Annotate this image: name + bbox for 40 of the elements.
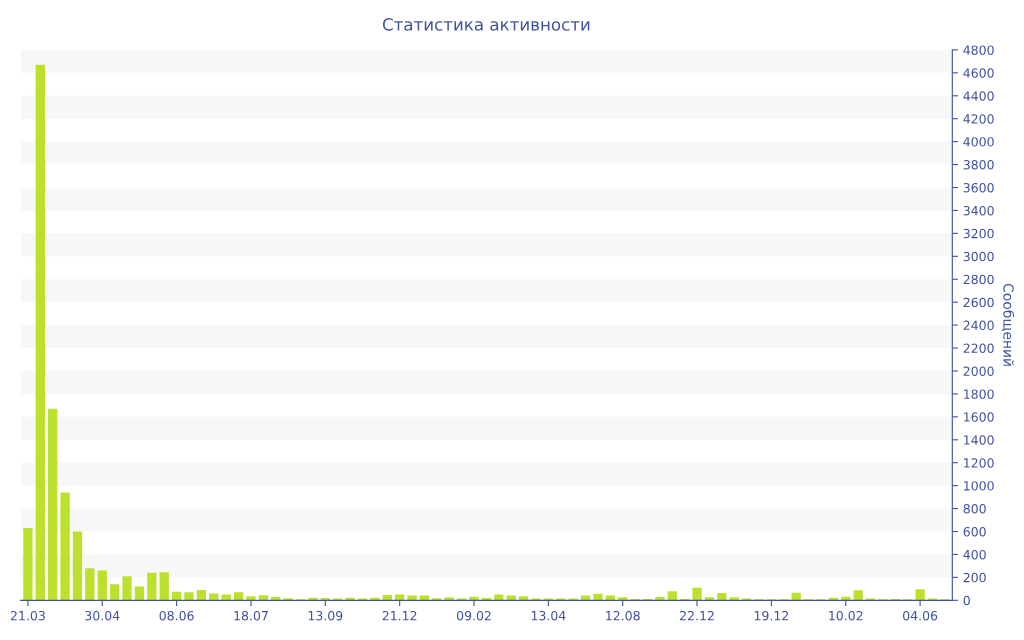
x-tick-label: 21.12 xyxy=(382,610,417,621)
y-tick-label: 3600 xyxy=(963,182,994,193)
y-tick-label: 1000 xyxy=(964,481,994,491)
y-tick-label: 3200 xyxy=(963,228,994,239)
y-tick-label: 1400 xyxy=(964,435,994,445)
y-tick-label: 4800 xyxy=(963,45,994,55)
x-tick-label: 21.03 xyxy=(10,610,45,621)
y-tick-label: 2400 xyxy=(963,320,994,331)
y-tick-label: 600 xyxy=(963,526,986,537)
x-tick-label: 08.06 xyxy=(159,610,194,621)
y-tick-label: 2600 xyxy=(963,297,994,308)
y-tick-label: 4600 xyxy=(963,68,994,78)
x-tick-label: 13.09 xyxy=(308,610,343,621)
y-tick-label: 2200 xyxy=(963,343,994,353)
x-tick-label: 18.07 xyxy=(234,610,268,621)
x-tick-label: 04.06 xyxy=(903,610,938,621)
chart-title: Статистика активности xyxy=(382,18,590,31)
x-tick-label: 19.12 xyxy=(754,610,789,621)
y-axis-title: Сообщений xyxy=(1001,283,1015,366)
x-tick-label: 10.02 xyxy=(829,610,863,621)
y-tick-label: 1200 xyxy=(964,458,994,468)
y-tick-label: 4000 xyxy=(963,137,994,147)
y-tick-label: 4400 xyxy=(963,91,994,101)
y-tick-label: 400 xyxy=(963,549,986,560)
y-tick-label: 0 xyxy=(963,595,970,606)
x-tick-label: 30.04 xyxy=(85,610,120,621)
y-tick-label: 200 xyxy=(963,572,986,583)
y-tick-label: 3800 xyxy=(963,160,994,170)
y-tick-label: 2800 xyxy=(963,274,994,285)
y-tick-label: 1800 xyxy=(964,389,994,399)
y-tick-label: 3400 xyxy=(963,205,994,216)
y-tick-label: 1600 xyxy=(964,412,994,422)
x-tick-label: 12.08 xyxy=(606,610,640,621)
x-tick-label: 13.04 xyxy=(531,610,566,621)
x-tick-label: 22.12 xyxy=(680,610,714,621)
y-tick-label: 3000 xyxy=(963,251,994,262)
y-tick-label: 2000 xyxy=(963,366,994,376)
y-tick-label: 4200 xyxy=(963,114,994,124)
x-tick-label: 09.02 xyxy=(456,610,491,621)
y-tick-label: 800 xyxy=(963,504,986,514)
